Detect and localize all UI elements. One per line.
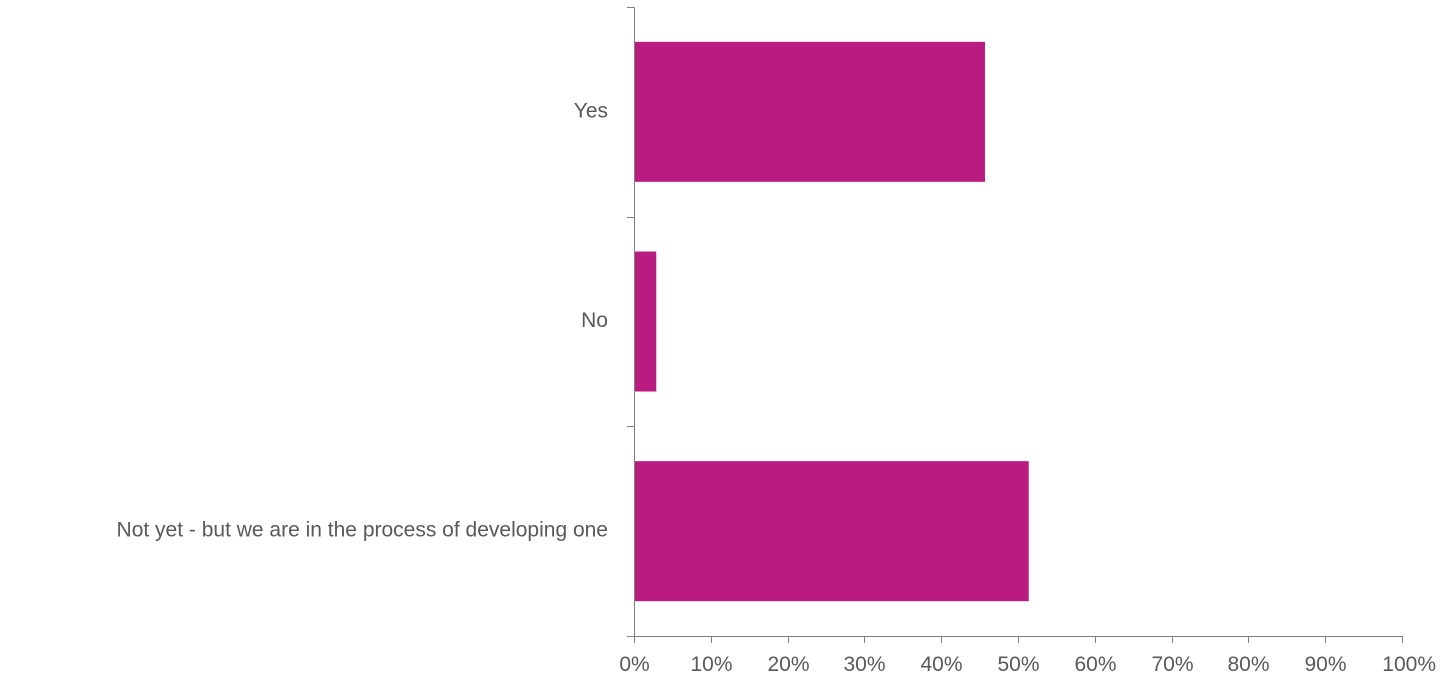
x-tick-label: 70% — [1151, 653, 1193, 676]
x-tick-label: 30% — [843, 653, 885, 676]
bar-1 — [634, 251, 657, 392]
x-tick-label: 40% — [920, 653, 962, 676]
x-tick-label: 10% — [690, 653, 732, 676]
x-tick-label: 60% — [1074, 653, 1116, 676]
bar-2 — [634, 461, 1029, 602]
x-tick-label: 50% — [997, 653, 1039, 676]
x-tick-label: 20% — [767, 653, 809, 676]
category-label: Not yet - but we are in the process of d… — [117, 519, 608, 542]
x-tick-label: 90% — [1304, 653, 1346, 676]
x-tick-label: 100% — [1382, 653, 1436, 676]
bar-0 — [634, 41, 985, 182]
bars-layer — [634, 41, 1029, 602]
category-label: No — [581, 309, 608, 332]
x-tick-label: 0% — [619, 653, 649, 676]
axes-layer — [627, 7, 1403, 643]
x-tick-label: 80% — [1227, 653, 1269, 676]
category-label: Yes — [574, 99, 608, 122]
labels-layer: Yes No Not yet - but we are in the process… — [117, 99, 1436, 676]
